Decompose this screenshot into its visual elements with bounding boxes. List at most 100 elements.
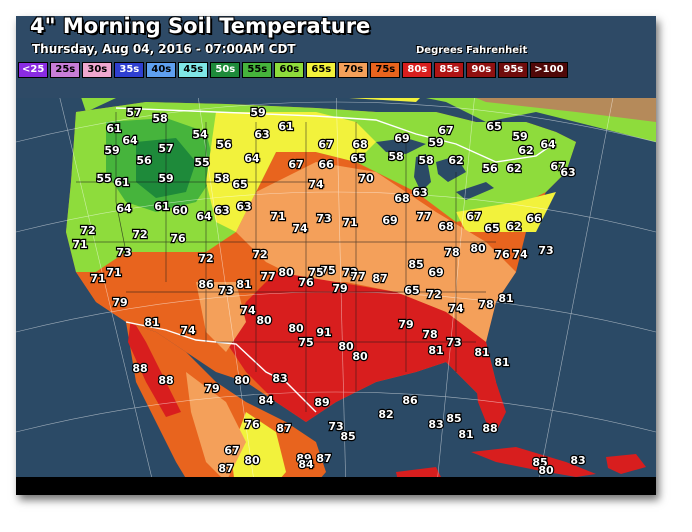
legend-item: 35s (114, 62, 145, 78)
station-temperature-value: 72 (132, 228, 147, 241)
legend-item: 25s (50, 62, 81, 78)
station-temperature-value: 59 (512, 130, 527, 143)
station-temperature-value: 59 (158, 172, 173, 185)
station-temperature-value: 79 (398, 318, 413, 331)
station-temperature-value: 88 (482, 422, 497, 435)
station-temperature-value: 75 (308, 266, 323, 279)
soil-temperature-map-frame: 57 58 59 61 61 64 54 56 63 67 57 68 69 59 67 65 59 62 64 59… (16, 16, 656, 495)
station-temperature-value: 73 (446, 336, 461, 349)
station-temperature-value: 85 (532, 456, 547, 469)
station-temperature-value: 64 (244, 152, 260, 165)
station-temperature-value: 83 (570, 454, 585, 467)
mexico-orange-zone (186, 372, 246, 482)
station-temperature-value: 56 (216, 138, 232, 151)
state-borders (76, 112, 496, 412)
station-temperature-value: 57 (126, 106, 141, 119)
station-temperature-value: 81 (474, 346, 489, 359)
station-temperature-value: 79 (112, 296, 127, 309)
station-temperature-value: 62 (448, 154, 463, 167)
map-units: Degrees Fahrenheit (416, 45, 528, 56)
station-temperature-value: 73 (218, 284, 233, 297)
legend-item: 40s (146, 62, 177, 78)
station-temperature-value: 68 (394, 192, 409, 205)
station-temperature-value: 59 (104, 144, 119, 157)
station-temperature-value: 63 (214, 204, 229, 217)
station-temperature-value: 57 (158, 142, 173, 155)
legend-item: 85s (434, 62, 465, 78)
station-temperature-value: 84 (298, 458, 314, 471)
station-temperature-value: 62 (518, 144, 533, 157)
station-temperature-value: 74 (448, 302, 464, 315)
lake-michigan (414, 154, 431, 192)
station-temperature-value: 69 (394, 132, 409, 145)
station-temperature-value: 87 (276, 422, 291, 435)
station-temperature-value: 83 (272, 372, 287, 385)
station-temperature-value: 86 (198, 278, 214, 291)
station-temperature-value: 81 (144, 316, 159, 329)
station-temperature-value: 73 (116, 246, 131, 259)
station-temperature-value: 71 (72, 238, 87, 251)
station-temperature-value: 81 (428, 344, 443, 357)
station-temperature-value: 67 (550, 160, 565, 173)
station-temperature-value: 62 (506, 162, 521, 175)
station-temperature-value: 81 (494, 356, 509, 369)
station-temperature-value: 76 (298, 276, 314, 289)
station-temperature-value: 87 (218, 462, 233, 475)
station-temperature-value: 87 (372, 272, 387, 285)
station-temperature-value: 63 (560, 166, 575, 179)
station-temperature-value: 80 (538, 464, 554, 477)
station-temperature-value: 89 (314, 396, 329, 409)
station-temperature-value: 88 (132, 362, 147, 375)
station-temperature-value: 74 (180, 324, 196, 337)
station-temperature-value: 68 (438, 220, 453, 233)
station-temperature-value: 65 (486, 120, 501, 133)
station-temperature-value: 80 (352, 350, 368, 363)
station-temperature-value: 85 (408, 258, 423, 271)
station-temperature-value: 82 (378, 408, 393, 421)
map-header: 4" Morning Soil Temperature Thursday, Au… (16, 16, 656, 98)
station-temperature-value: 56 (482, 162, 498, 175)
legend-item: 80s (402, 62, 433, 78)
station-temperature-value: 66 (526, 212, 542, 225)
station-temperature-value: 71 (270, 210, 285, 223)
station-temperature-value: 91 (316, 326, 331, 339)
station-temperature-value: 69 (428, 266, 443, 279)
station-temperature-value: 84 (258, 394, 274, 407)
station-temperature-value: 72 (252, 248, 267, 261)
station-temperature-value: 64 (196, 210, 212, 223)
station-temperature-value: 63 (412, 186, 427, 199)
station-temperature-value: 55 (194, 156, 209, 169)
station-temperature-value: 71 (90, 272, 105, 285)
station-temperature-value: 80 (256, 314, 272, 327)
lake-superior (376, 138, 426, 154)
lake-huron (436, 156, 466, 182)
legend-item: 50s (210, 62, 241, 78)
station-temperature-value: 58 (388, 150, 403, 163)
station-temperature-value: 64 (122, 134, 138, 147)
map-area: 57 58 59 61 61 64 54 56 63 67 57 68 69 59 67 65 59 62 64 59… (16, 81, 656, 495)
station-temperature-value: 59 (428, 136, 443, 149)
legend-item: 30s (82, 62, 113, 78)
station-temperature-value: 55 (96, 172, 111, 185)
station-temperature-value: 80 (278, 266, 294, 279)
station-temperature-value: 68 (352, 138, 367, 151)
station-temperature-value: 80 (470, 242, 486, 255)
station-temperature-value: 85 (446, 412, 461, 425)
zone-65s-west (206, 112, 376, 232)
station-temperature-value: 74 (240, 304, 256, 317)
station-temperature-value: 67 (224, 444, 239, 457)
station-temperature-value: 64 (116, 202, 132, 215)
station-temperature-value: 79 (204, 382, 219, 395)
station-temperature-value: 65 (484, 222, 499, 235)
station-temperature-value: 64 (540, 138, 556, 151)
station-temperature-value: 87 (316, 452, 331, 465)
station-temperature-value: 88 (158, 374, 173, 387)
station-temperature-value: 56 (136, 154, 152, 167)
station-temperature-value: 65 (404, 284, 419, 297)
map-title: 4" Morning Soil Temperature (30, 16, 371, 38)
station-temperature-value: 81 (236, 278, 251, 291)
color-legend: <25 25s 30s 35s 40s 45s 50s 55s 60s 65s 70s 75s 80s 8… (18, 62, 568, 78)
station-temperature-value: 76 (170, 232, 186, 245)
